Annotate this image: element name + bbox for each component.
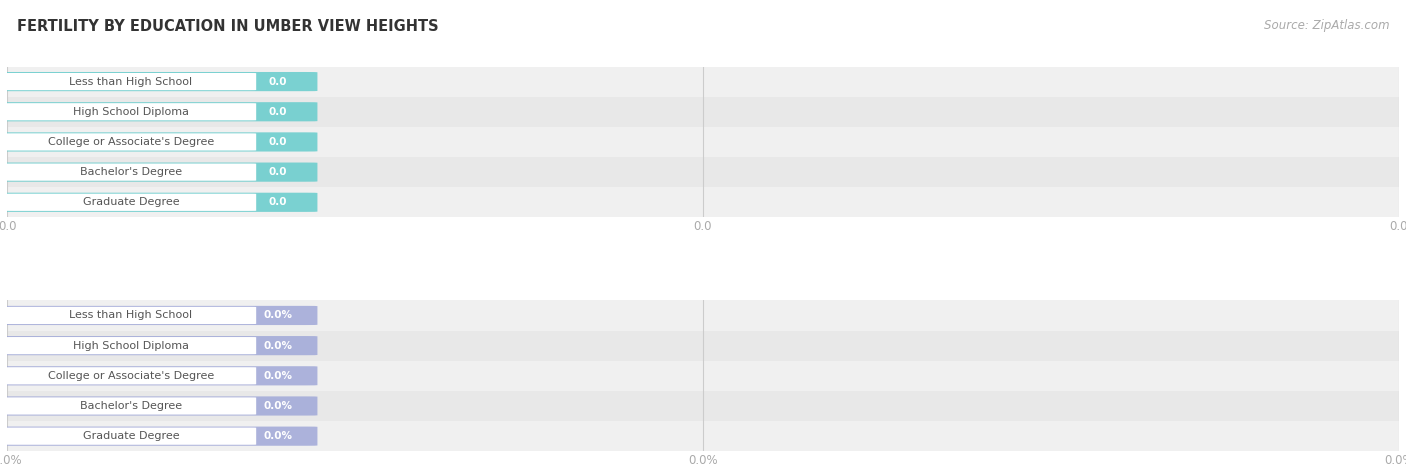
FancyBboxPatch shape — [6, 367, 256, 384]
FancyBboxPatch shape — [0, 306, 318, 325]
FancyBboxPatch shape — [6, 337, 256, 354]
Text: 0.0: 0.0 — [269, 137, 287, 147]
Text: 0.0: 0.0 — [269, 76, 287, 86]
Text: 0.0%: 0.0% — [263, 401, 292, 411]
Text: 0.0%: 0.0% — [263, 311, 292, 321]
Text: College or Associate's Degree: College or Associate's Degree — [48, 137, 214, 147]
Text: 0.0: 0.0 — [269, 167, 287, 177]
FancyBboxPatch shape — [6, 133, 256, 151]
Bar — [7, 361, 1399, 391]
Text: Graduate Degree: Graduate Degree — [83, 197, 179, 207]
FancyBboxPatch shape — [0, 366, 318, 385]
Bar — [7, 66, 1399, 97]
FancyBboxPatch shape — [6, 103, 256, 120]
Text: FERTILITY BY EDUCATION IN UMBER VIEW HEIGHTS: FERTILITY BY EDUCATION IN UMBER VIEW HEI… — [17, 19, 439, 34]
Text: Graduate Degree: Graduate Degree — [83, 431, 179, 441]
Bar — [7, 300, 1399, 331]
Text: Less than High School: Less than High School — [69, 76, 193, 86]
Bar — [7, 421, 1399, 451]
FancyBboxPatch shape — [0, 397, 318, 416]
Text: 0.0%: 0.0% — [263, 431, 292, 441]
FancyBboxPatch shape — [6, 73, 256, 90]
Bar — [7, 187, 1399, 218]
Text: Bachelor's Degree: Bachelor's Degree — [80, 401, 181, 411]
Text: Source: ZipAtlas.com: Source: ZipAtlas.com — [1264, 19, 1389, 32]
FancyBboxPatch shape — [6, 428, 256, 445]
Text: 0.0: 0.0 — [269, 107, 287, 117]
Bar — [7, 97, 1399, 127]
Text: 0.0%: 0.0% — [263, 341, 292, 351]
FancyBboxPatch shape — [6, 163, 256, 180]
FancyBboxPatch shape — [6, 398, 256, 415]
Bar — [7, 391, 1399, 421]
Bar — [7, 127, 1399, 157]
Text: 0.0%: 0.0% — [263, 371, 292, 381]
FancyBboxPatch shape — [6, 307, 256, 324]
FancyBboxPatch shape — [0, 336, 318, 355]
FancyBboxPatch shape — [0, 162, 318, 182]
FancyBboxPatch shape — [0, 427, 318, 446]
Text: High School Diploma: High School Diploma — [73, 107, 188, 117]
FancyBboxPatch shape — [0, 193, 318, 212]
Text: Less than High School: Less than High School — [69, 311, 193, 321]
FancyBboxPatch shape — [6, 194, 256, 211]
Bar — [7, 157, 1399, 187]
Bar — [7, 331, 1399, 361]
Text: Bachelor's Degree: Bachelor's Degree — [80, 167, 181, 177]
FancyBboxPatch shape — [0, 102, 318, 121]
Text: College or Associate's Degree: College or Associate's Degree — [48, 371, 214, 381]
FancyBboxPatch shape — [0, 72, 318, 91]
Text: High School Diploma: High School Diploma — [73, 341, 188, 351]
Text: 0.0: 0.0 — [269, 197, 287, 207]
FancyBboxPatch shape — [0, 133, 318, 152]
